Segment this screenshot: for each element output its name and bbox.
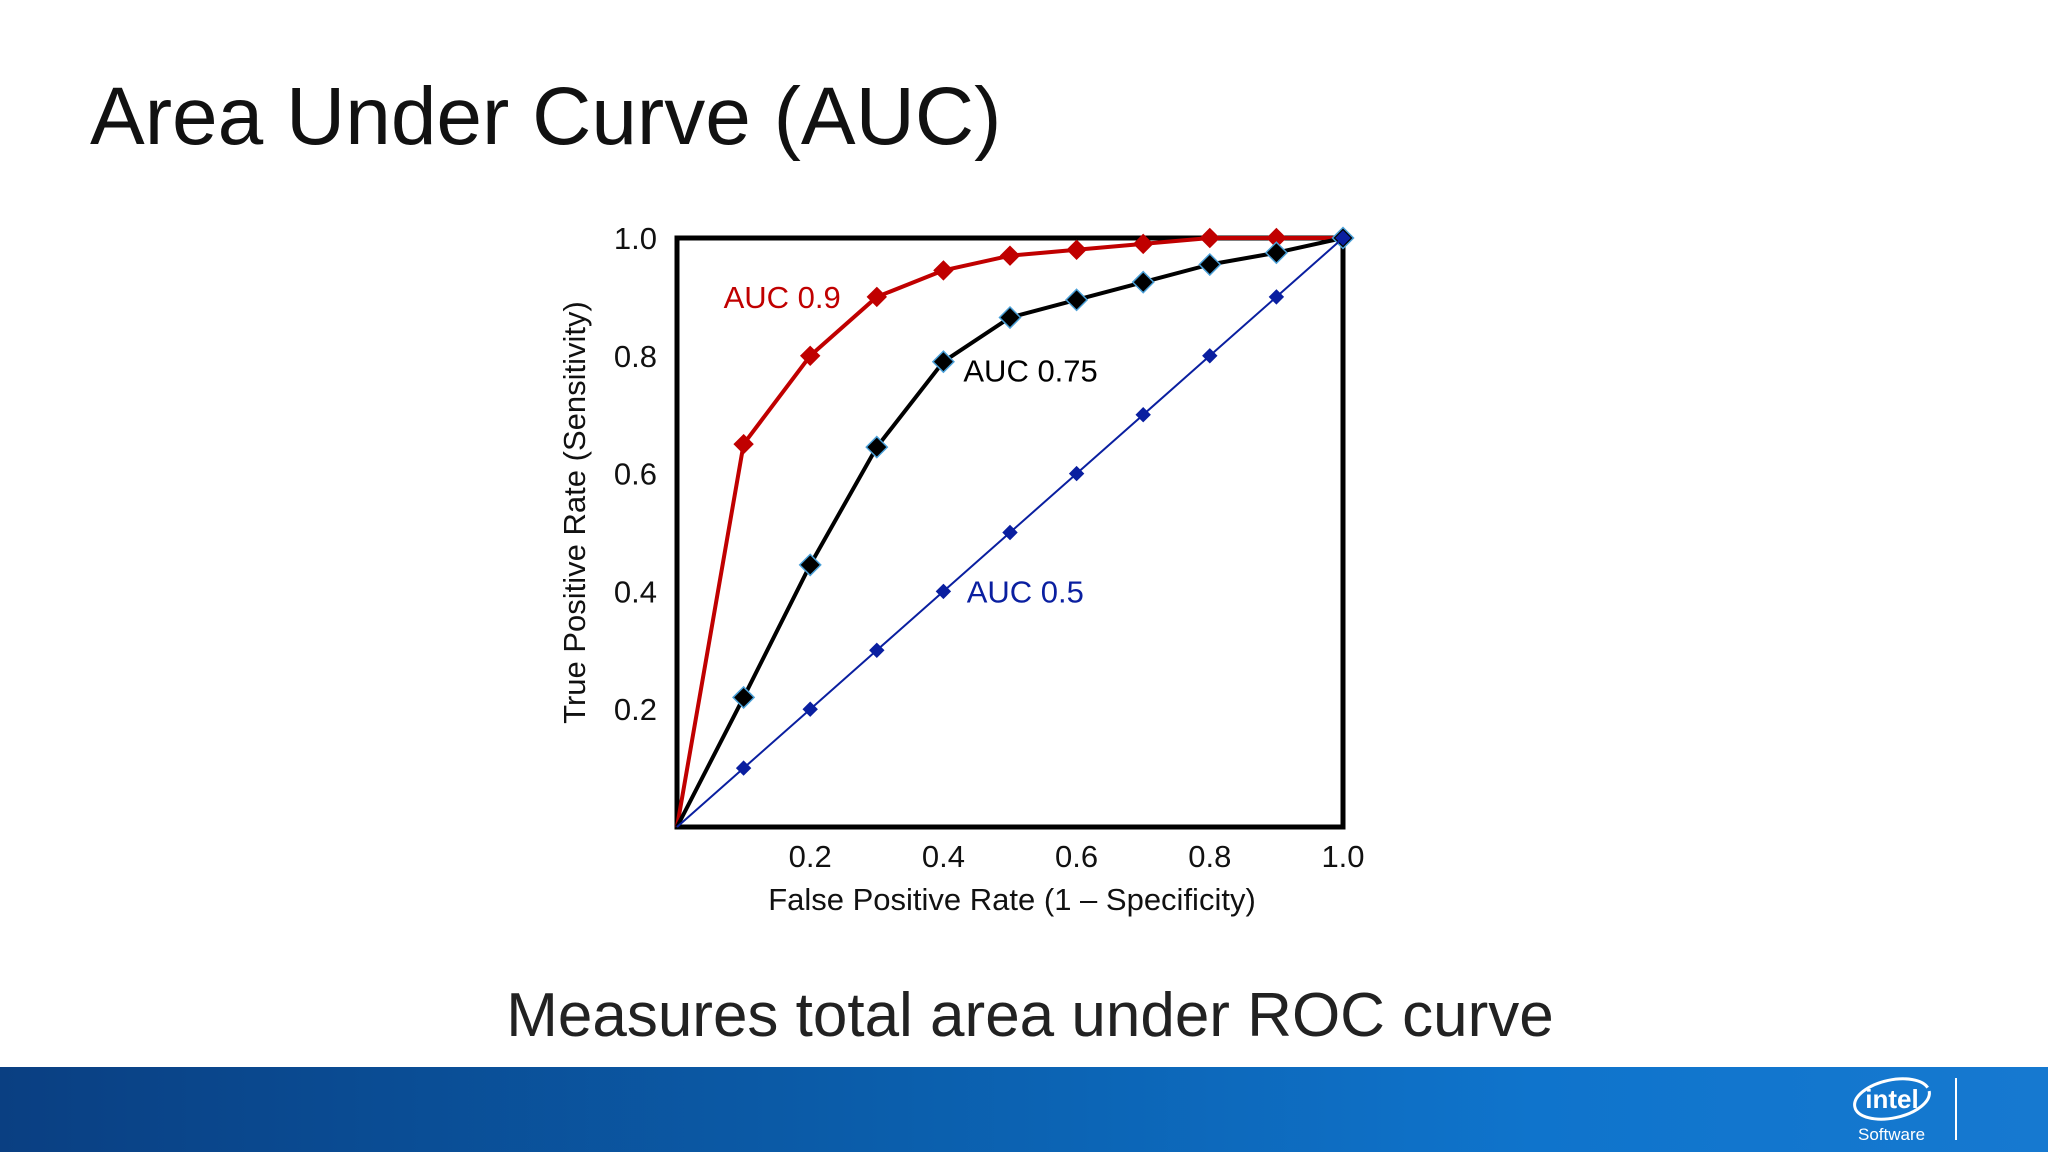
point-auc-09 (1199, 227, 1221, 249)
roc-chart: 0.2 0.4 0.6 0.8 1.0 0.2 0.4 0.6 0.8 1.0 False Posi… (557, 221, 1365, 917)
point-auc-075 (1065, 288, 1089, 312)
slide-caption: Measures total area under ROC curve (506, 981, 1554, 1050)
point-auc-09 (799, 345, 821, 367)
point-auc-09 (1066, 239, 1087, 260)
point-auc-05 (1135, 406, 1151, 423)
point-auc-075 (1264, 241, 1288, 265)
point-auc-075 (732, 685, 756, 709)
point-auc-09 (733, 433, 754, 455)
chart-labels: 0.2 0.4 0.6 0.8 1.0 0.2 0.4 0.6 0.8 1.0 False Posi… (557, 221, 1365, 917)
slide-title: Area Under Curve (AUC) (90, 71, 1002, 162)
point-auc-075 (798, 553, 822, 577)
x-tick-label: 0.2 (789, 839, 832, 874)
point-auc-05 (802, 701, 818, 717)
series-label-auc-05: AUC 0.5 (967, 574, 1084, 609)
point-auc-05 (935, 583, 952, 600)
y-tick-label: 0.2 (614, 692, 657, 727)
intel-logo-icon: intel (1853, 1077, 1931, 1121)
intel-software-brand: intel Software (1848, 1075, 1978, 1147)
x-tick-label: 0.4 (922, 839, 965, 874)
series-label-auc-09: AUC 0.9 (724, 280, 841, 315)
footer-bar (0, 1067, 2048, 1152)
brand-subtitle: Software (1858, 1125, 1926, 1144)
point-auc-05 (1002, 524, 1018, 541)
point-auc-05 (1335, 230, 1351, 246)
y-tick-label: 0.6 (614, 457, 657, 492)
point-auc-075 (1131, 270, 1155, 294)
point-auc-09 (999, 245, 1021, 266)
point-auc-09 (866, 286, 888, 308)
point-auc-05 (1068, 465, 1085, 482)
series-label-auc-075: AUC 0.75 (963, 354, 1097, 389)
point-auc-075 (931, 350, 955, 374)
point-auc-05 (869, 642, 885, 659)
point-auc-09 (1132, 233, 1154, 255)
chart-marks (675, 226, 1355, 828)
x-tick-label: 0.6 (1055, 839, 1098, 874)
point-auc-09 (933, 260, 954, 281)
x-axis-label: False Positive Rate (1 – Specificity) (768, 882, 1256, 917)
point-auc-05 (1202, 348, 1218, 364)
point-auc-075 (865, 435, 889, 459)
point-auc-075 (1198, 252, 1222, 277)
y-axis-label: True Positive Rate (Sensitivity) (557, 301, 592, 724)
brand-divider (1955, 1078, 1957, 1140)
x-tick-label: 0.8 (1188, 839, 1231, 874)
x-tick-label: 1.0 (1321, 839, 1364, 874)
y-tick-label: 0.8 (614, 339, 657, 374)
point-auc-075 (998, 305, 1022, 330)
point-auc-05 (1268, 289, 1285, 305)
intel-logo-text: intel (1865, 1084, 1918, 1114)
y-tick-label: 1.0 (614, 221, 657, 256)
y-tick-label: 0.4 (614, 574, 657, 609)
point-auc-05 (735, 760, 752, 776)
